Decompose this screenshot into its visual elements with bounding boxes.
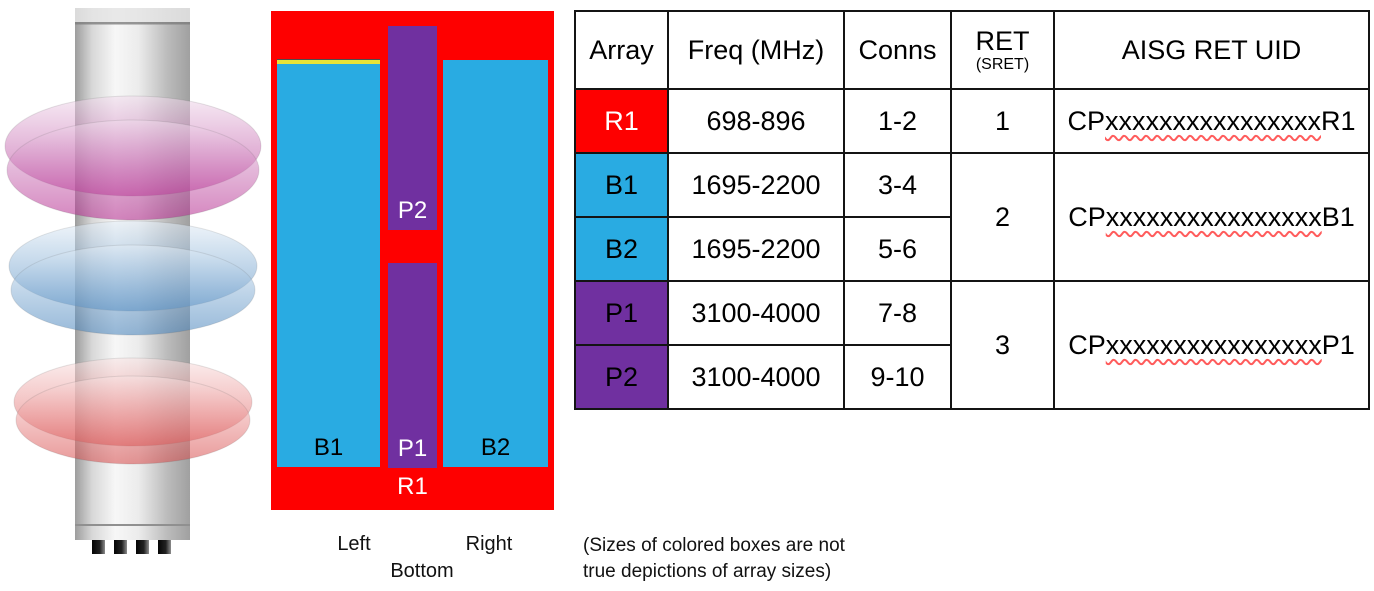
sizes-note-line2: true depictions of array sizes) <box>583 561 832 582</box>
uid-suffix: B1 <box>1321 201 1355 232</box>
uid-suffix: P1 <box>1321 329 1355 360</box>
p2-label: P2 <box>397 197 428 224</box>
uid-prefix: CP <box>1068 201 1106 232</box>
lower-lobe-red <box>13 357 253 465</box>
col-header-freq: Freq (MHz) <box>667 10 845 90</box>
cell-conns-b1: 3-4 <box>843 152 952 218</box>
p1-label: P1 <box>397 435 428 462</box>
cell-ret-3: 3 <box>950 280 1055 410</box>
cell-conns-r1: 1-2 <box>843 88 952 154</box>
b1-label: B1 <box>313 434 344 461</box>
cell-ret-1: 1 <box>950 88 1055 154</box>
right-side-label: Right <box>465 533 513 555</box>
p2-array-box: P2 <box>388 26 437 230</box>
cell-array-b2: B2 <box>574 216 669 282</box>
uid-placeholder: xxxxxxxxxxxxxxxx <box>1105 105 1321 136</box>
cell-ret-2: 2 <box>950 152 1055 282</box>
upper-lobe-magenta <box>4 95 262 221</box>
cell-array-r1: R1 <box>574 88 669 154</box>
cell-conns-b2: 5-6 <box>843 216 952 282</box>
cell-array-b1: B1 <box>574 152 669 218</box>
b1-array-box: B1 <box>277 60 380 467</box>
col-header-ret: RET (SRET) <box>950 10 1055 90</box>
cell-freq-r1: 698-896 <box>667 88 845 154</box>
uid-suffix: R1 <box>1321 105 1356 136</box>
col-header-conns: Conns <box>843 10 952 90</box>
sizes-note: (Sizes of colored boxes are not true dep… <box>583 533 845 585</box>
p1-array-box: P1 <box>388 263 437 468</box>
left-side-label: Left <box>337 533 371 555</box>
cell-freq-p1: 3100-4000 <box>667 280 845 346</box>
cell-uid-p1: CPxxxxxxxxxxxxxxxxP1 <box>1053 280 1370 410</box>
cell-uid-b1: CPxxxxxxxxxxxxxxxxB1 <box>1053 152 1370 282</box>
table-row-r1: R1 698-896 1-2 1 CPxxxxxxxxxxxxxxxxR1 <box>574 88 1370 154</box>
array-spec-table: Array Freq (MHz) Conns RET (SRET) AISG R… <box>574 10 1370 410</box>
b2-label: B2 <box>480 434 511 461</box>
r1-array-region: B1 P2 P1 B2 R1 <box>271 11 554 510</box>
bottom-side-label: Bottom <box>390 560 454 582</box>
cell-freq-p2: 3100-4000 <box>667 344 845 410</box>
middle-lobe-blue <box>8 220 258 336</box>
table-row-b2: B2 1695-2200 5-6 <box>574 216 1369 282</box>
uid-placeholder: xxxxxxxxxxxxxxxx <box>1105 201 1322 232</box>
r1-label: R1 <box>397 473 428 500</box>
ret-header-sub: (SRET) <box>975 55 1030 73</box>
uid-prefix: CP <box>1067 105 1105 136</box>
uid-placeholder: xxxxxxxxxxxxxxxx <box>1105 329 1322 360</box>
table-row-p2: P2 3100-4000 9-10 <box>574 344 1369 410</box>
uid-prefix: CP <box>1068 329 1106 360</box>
cell-freq-b1: 1695-2200 <box>667 152 845 218</box>
cell-uid-r1: CPxxxxxxxxxxxxxxxxR1 <box>1053 88 1370 154</box>
table-row-p1: P1 3100-4000 7-8 3 CPxxxxxxxxxxxxxxxxP1 <box>574 280 1370 410</box>
cell-conns-p1: 7-8 <box>843 280 952 346</box>
cell-array-p1: P1 <box>574 280 669 346</box>
table-header-row: Array Freq (MHz) Conns RET (SRET) AISG R… <box>574 10 1370 90</box>
cell-array-p2: P2 <box>574 344 669 410</box>
antenna-illustration <box>4 8 262 554</box>
yellow-indicator-line <box>277 60 380 64</box>
table-row-b1: B1 1695-2200 3-4 2 CPxxxxxxxxxxxxxxxxB1 <box>574 152 1370 282</box>
ret-header-main: RET <box>975 25 1030 56</box>
sizes-note-line1: (Sizes of colored boxes are not <box>583 535 845 556</box>
cell-conns-p2: 9-10 <box>843 344 952 410</box>
b2-array-box: B2 <box>443 60 548 467</box>
col-header-uid: AISG RET UID <box>1053 10 1370 90</box>
antenna-connector-pins <box>92 540 171 554</box>
col-header-array: Array <box>574 10 669 90</box>
cell-freq-b2: 1695-2200 <box>667 216 845 282</box>
